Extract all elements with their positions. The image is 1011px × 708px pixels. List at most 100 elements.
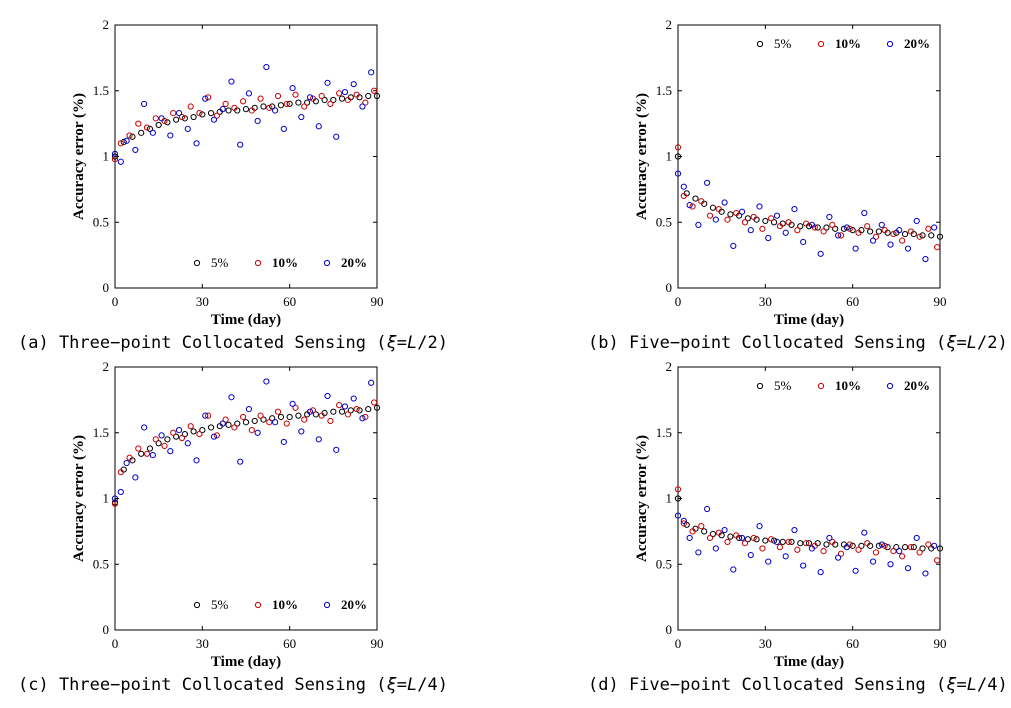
data-point — [126, 454, 133, 461]
data-point — [864, 223, 871, 230]
legend-marker — [817, 40, 825, 48]
data-point — [263, 378, 270, 385]
legend-label: 20% — [904, 36, 930, 51]
data-point — [919, 545, 926, 552]
data-point — [782, 229, 789, 236]
data-point — [257, 95, 264, 102]
data-point — [762, 217, 769, 225]
chart-a: 0 0.5 1 1.5 2 0 30 60 90 Time (day) Accuracy error… — [71, 17, 384, 328]
data-point — [292, 404, 299, 411]
data-point — [205, 412, 212, 419]
data-point — [826, 213, 833, 221]
data-point — [196, 110, 203, 117]
data-point — [164, 119, 171, 126]
data-point — [193, 140, 200, 147]
series-1 — [674, 153, 944, 240]
data-point — [306, 408, 314, 415]
data-point — [111, 153, 119, 160]
x-tick-label: 90 — [371, 294, 384, 309]
data-point — [695, 221, 702, 228]
y-tick-label: 1.5 — [656, 83, 672, 98]
data-point — [843, 224, 850, 231]
y-tick-label: 2 — [103, 359, 110, 374]
data-point — [225, 107, 232, 114]
data-point — [283, 100, 290, 108]
data-point — [251, 417, 258, 425]
legend-label: 10% — [835, 378, 861, 393]
data-point — [301, 416, 308, 423]
legend-label: 10% — [272, 597, 298, 612]
data-point — [330, 408, 337, 415]
data-point — [126, 132, 133, 139]
data-point — [141, 424, 148, 431]
data-point — [344, 96, 351, 104]
data-point — [674, 495, 682, 502]
data-point — [327, 100, 334, 108]
data-point — [266, 419, 273, 426]
legend-marker — [886, 382, 894, 390]
caption-b: (b) Five−point Collocated Sensing (ξ=L/2… — [588, 333, 1008, 353]
data-point — [353, 91, 360, 98]
y-tick-label: 0.5 — [93, 214, 109, 229]
data-point — [277, 102, 285, 109]
data-point — [347, 407, 354, 414]
data-point — [884, 544, 891, 551]
data-point — [800, 238, 807, 246]
data-point — [800, 562, 807, 569]
data-point — [896, 548, 903, 555]
x-tick-label: 0 — [675, 636, 682, 651]
data-point — [776, 544, 783, 551]
x-axis-label: Time (day) — [211, 312, 281, 328]
data-point — [907, 544, 914, 551]
data-point — [117, 488, 124, 496]
data-point — [794, 227, 801, 234]
data-point — [353, 405, 360, 413]
data-point — [741, 540, 749, 547]
data-point — [913, 217, 920, 225]
data-point — [913, 534, 920, 542]
x-tick-label: 90 — [934, 636, 947, 651]
series-3 — [674, 505, 938, 577]
data-point — [242, 419, 250, 426]
data-point — [248, 427, 255, 434]
data-point — [359, 415, 366, 422]
data-point — [712, 545, 719, 552]
data-point — [730, 566, 737, 573]
data-point — [231, 104, 238, 111]
data-point — [210, 433, 218, 440]
data-point — [835, 554, 842, 561]
data-point — [872, 549, 880, 556]
data-point — [724, 216, 731, 223]
data-point — [338, 95, 346, 102]
data-point — [773, 538, 781, 545]
data-point — [283, 420, 290, 427]
x-tick-label: 60 — [846, 294, 859, 309]
data-point — [933, 244, 941, 251]
data-point — [794, 546, 801, 553]
data-point — [327, 417, 334, 425]
data-point — [837, 550, 845, 557]
data-point — [132, 146, 139, 154]
data-point — [333, 133, 340, 140]
data-point — [698, 198, 705, 205]
data-point — [709, 530, 717, 538]
data-point — [141, 100, 148, 108]
data-point — [228, 394, 235, 401]
x-tick-label: 0 — [112, 294, 119, 309]
series-3 — [674, 170, 938, 263]
x-tick-label: 60 — [283, 294, 296, 309]
data-point — [768, 536, 775, 543]
data-point — [135, 120, 142, 127]
data-point — [143, 450, 151, 457]
data-point — [759, 545, 766, 552]
data-point — [727, 211, 734, 218]
data-point — [187, 103, 194, 110]
data-point — [175, 110, 183, 117]
caption-d: (d) Five−point Collocated Sensing (ξ=L/4… — [588, 675, 1008, 695]
data-point — [158, 115, 165, 122]
data-point — [269, 103, 276, 110]
data-point — [791, 526, 798, 534]
y-tick-label: 2 — [666, 17, 673, 32]
data-point — [890, 548, 897, 555]
data-point — [849, 542, 856, 549]
